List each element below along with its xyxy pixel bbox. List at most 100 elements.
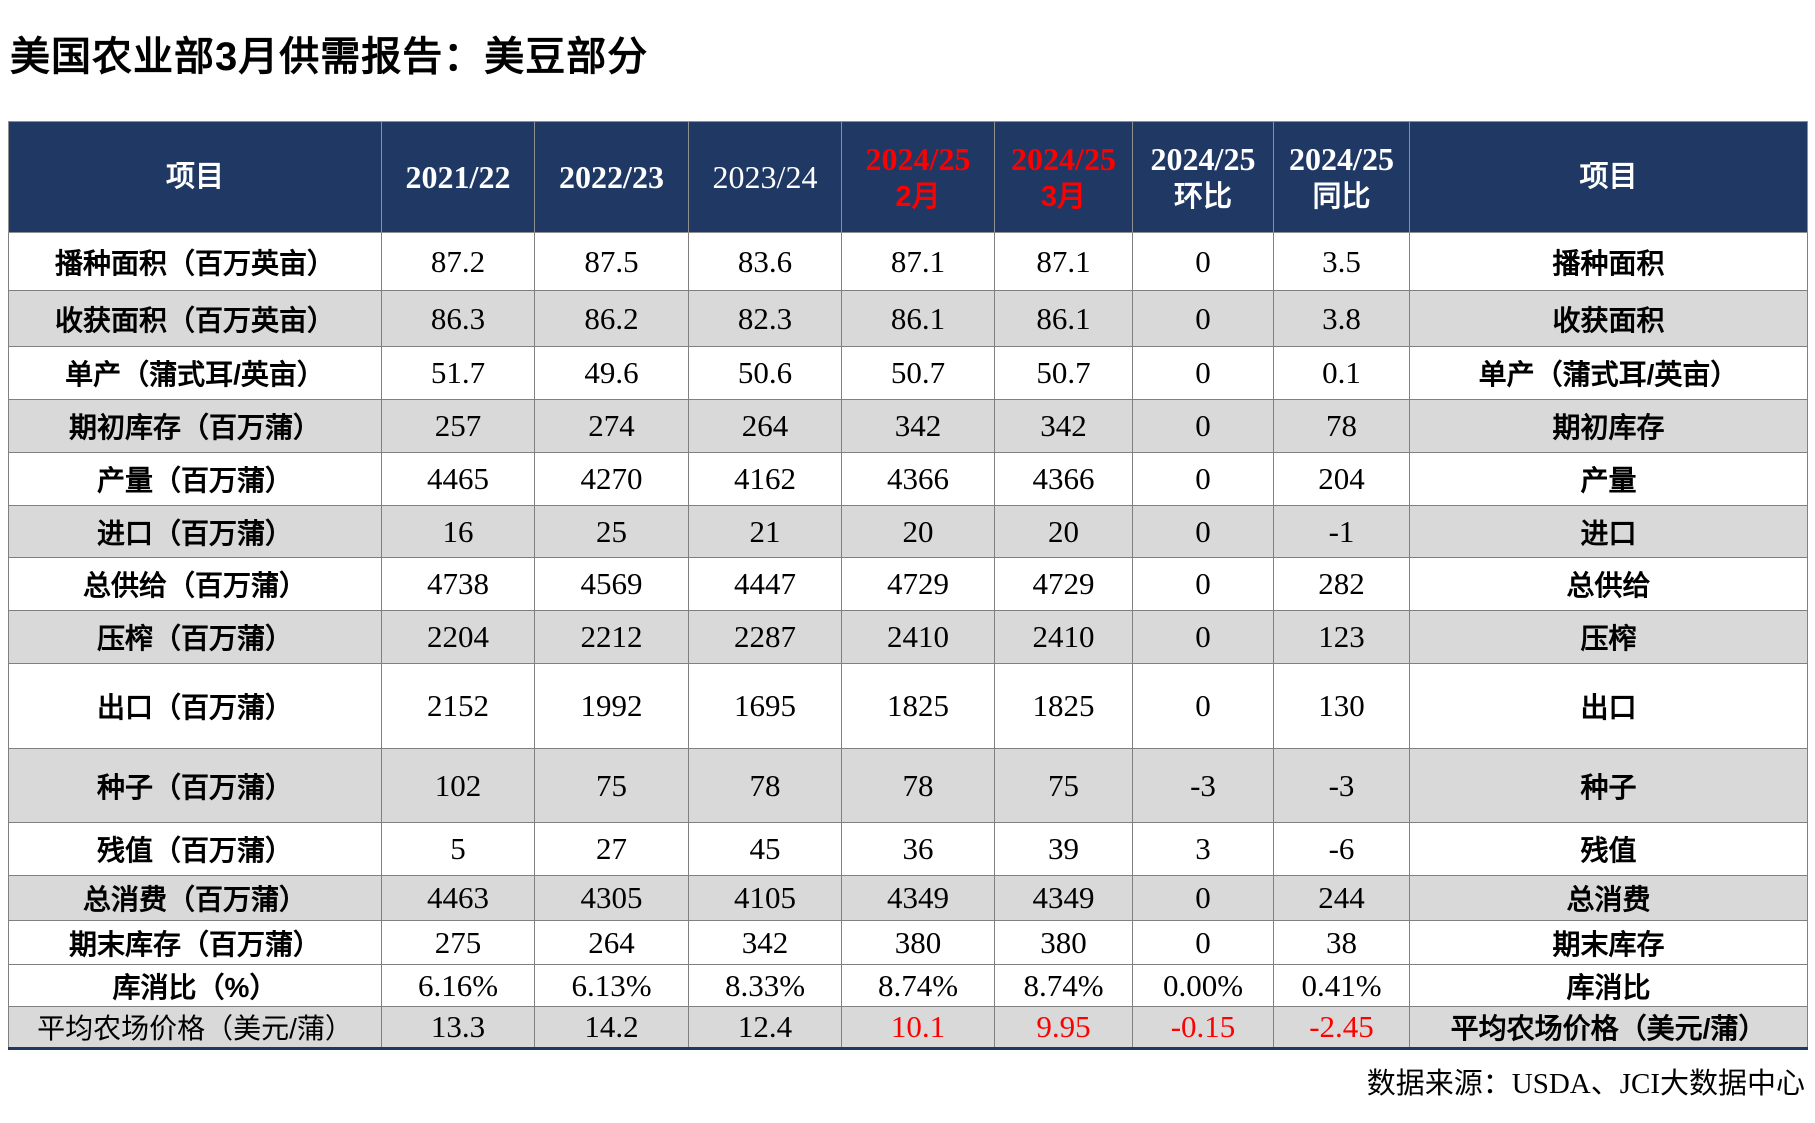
value-cell: 9.95 (994, 1006, 1133, 1049)
value-cell: 4366 (994, 452, 1133, 506)
item-label-left: 收获面积（百万英亩） (8, 290, 382, 347)
value-cell: 0.00% (1132, 964, 1274, 1007)
value-cell: 78 (841, 748, 995, 823)
value-cell: 0 (1132, 875, 1274, 921)
item-label-right: 总供给 (1409, 557, 1808, 611)
item-label-right: 残值 (1409, 822, 1808, 876)
value-cell: 0 (1132, 663, 1274, 749)
item-label-left: 进口（百万蒲） (8, 505, 382, 558)
item-label-right: 期末库存 (1409, 920, 1808, 965)
value-cell: 4349 (994, 875, 1133, 921)
column-header-6: 2024/25 环比 (1132, 121, 1274, 233)
column-header-3: 2023/24 (688, 121, 842, 233)
value-cell: -3 (1132, 748, 1274, 823)
item-label-right: 库消比 (1409, 964, 1808, 1007)
value-cell: 1695 (688, 663, 842, 749)
value-cell: 51.7 (381, 346, 535, 400)
value-cell: 1825 (994, 663, 1133, 749)
value-cell: 25 (534, 505, 689, 558)
item-label-left: 种子（百万蒲） (8, 748, 382, 823)
table-header: 项目 2021/22 2022/23 2023/24 2024/25 2月 2024/25 3… (8, 121, 1808, 233)
value-cell: 13.3 (381, 1006, 535, 1049)
value-cell: 0 (1132, 452, 1274, 506)
item-label-left: 产量（百万蒲） (8, 452, 382, 506)
value-cell: 2287 (688, 610, 842, 664)
value-cell: 2212 (534, 610, 689, 664)
value-cell: 21 (688, 505, 842, 558)
item-label-left: 出口（百万蒲） (8, 663, 382, 749)
value-cell: -1 (1273, 505, 1410, 558)
value-cell: 1825 (841, 663, 995, 749)
value-cell: 3.5 (1273, 232, 1410, 291)
item-label-right: 单产（蒲式耳/英亩） (1409, 346, 1808, 400)
value-cell: 87.2 (381, 232, 535, 291)
value-cell: 87.5 (534, 232, 689, 291)
value-cell: 4349 (841, 875, 995, 921)
value-cell: 82.3 (688, 290, 842, 347)
item-label-left: 播种面积（百万英亩） (8, 232, 382, 291)
value-cell: 86.3 (381, 290, 535, 347)
value-cell: 1992 (534, 663, 689, 749)
value-cell: 50.7 (841, 346, 995, 400)
value-cell: -0.15 (1132, 1006, 1274, 1049)
value-cell: 45 (688, 822, 842, 876)
item-label-right: 播种面积 (1409, 232, 1808, 291)
column-header-2: 2022/23 (534, 121, 689, 233)
column-header-0: 项目 (8, 121, 382, 233)
table-row: 进口（百万蒲） 16 25 21 20 20 0 -1 进口 (8, 505, 1808, 558)
value-cell: 204 (1273, 452, 1410, 506)
value-cell: 12.4 (688, 1006, 842, 1049)
value-cell: 3 (1132, 822, 1274, 876)
value-cell: 4729 (841, 557, 995, 611)
value-cell: 16 (381, 505, 535, 558)
column-header-line2: 3月 (1040, 180, 1087, 213)
value-cell: 75 (994, 748, 1133, 823)
column-header-line1: 2024/25 (1289, 140, 1394, 177)
column-header-1: 2021/22 (381, 121, 535, 233)
value-cell: 264 (688, 399, 842, 453)
item-label-right: 总消费 (1409, 875, 1808, 921)
value-cell: 2410 (841, 610, 995, 664)
table-row: 收获面积（百万英亩） 86.3 86.2 82.3 86.1 86.1 0 3.8 收获面积 (8, 290, 1808, 347)
table-body: 播种面积（百万英亩） 87.2 87.5 83.6 87.1 87.1 0 3.5 播种面积 收获… (8, 232, 1808, 1049)
item-label-left: 平均农场价格（美元/蒲） (8, 1006, 382, 1049)
value-cell: 282 (1273, 557, 1410, 611)
item-label-right: 平均农场价格（美元/蒲） (1409, 1006, 1808, 1049)
value-cell: 8.33% (688, 964, 842, 1007)
item-label-right: 压榨 (1409, 610, 1808, 664)
value-cell: 123 (1273, 610, 1410, 664)
value-cell: 4447 (688, 557, 842, 611)
item-label-left: 总消费（百万蒲） (8, 875, 382, 921)
value-cell: 4738 (381, 557, 535, 611)
value-cell: 264 (534, 920, 689, 965)
value-cell: 4270 (534, 452, 689, 506)
table-row: 平均农场价格（美元/蒲） 13.3 14.2 12.4 10.1 9.95 -0.15 -2.… (8, 1006, 1808, 1049)
column-header-line1: 项目 (165, 160, 224, 193)
column-header-line1: 2024/25 (1011, 140, 1116, 177)
column-header-line1: 2023/24 (712, 159, 818, 195)
value-cell: 78 (1273, 399, 1410, 453)
value-cell: 380 (841, 920, 995, 965)
column-header-line1: 2022/23 (559, 159, 664, 195)
value-cell: 10.1 (841, 1006, 995, 1049)
value-cell: 83.6 (688, 232, 842, 291)
column-header-line1: 2021/22 (405, 159, 511, 195)
value-cell: 257 (381, 399, 535, 453)
column-header-line1: 2024/25 (865, 140, 971, 177)
table-row: 总消费（百万蒲） 4463 4305 4105 4349 4349 0 244 总消费 (8, 875, 1808, 921)
value-cell: 27 (534, 822, 689, 876)
value-cell: -3 (1273, 748, 1410, 823)
column-header-line2: 2月 (895, 180, 941, 213)
value-cell: 75 (534, 748, 689, 823)
value-cell: 87.1 (841, 232, 995, 291)
value-cell: 5 (381, 822, 535, 876)
value-cell: 102 (381, 748, 535, 823)
value-cell: 6.13% (534, 964, 689, 1007)
item-label-left: 库消比（%） (8, 964, 382, 1007)
value-cell: 275 (381, 920, 535, 965)
value-cell: 2410 (994, 610, 1133, 664)
table-row: 产量（百万蒲） 4465 4270 4162 4366 4366 0 204 产量 (8, 452, 1808, 506)
value-cell: 78 (688, 748, 842, 823)
item-label-right: 收获面积 (1409, 290, 1808, 347)
value-cell: 244 (1273, 875, 1410, 921)
